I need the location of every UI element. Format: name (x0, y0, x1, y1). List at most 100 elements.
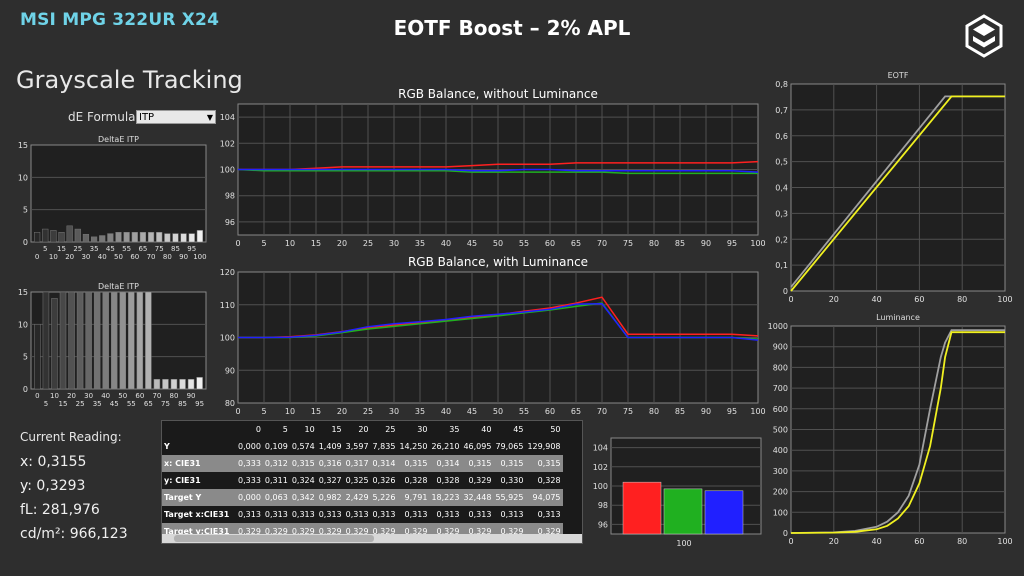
table-cell: 94,075 (525, 489, 563, 506)
x-tick-label: 65 (138, 245, 147, 253)
y-tick-label: 15 (18, 141, 28, 150)
y-tick-label: 200 (773, 488, 788, 497)
x-tick-label: 85 (171, 245, 180, 253)
bar (145, 291, 152, 390)
x-tick-label: 30 (81, 253, 90, 261)
bar (85, 291, 92, 390)
y-tick-label: 0,5 (775, 158, 788, 167)
table-cell: 0,000 (236, 438, 263, 455)
y-tick-label: 80 (225, 399, 235, 408)
x-tick-label: 65 (571, 407, 581, 416)
x-tick-label: 40 (872, 295, 882, 304)
x-tick-label: 20 (337, 407, 347, 416)
x-tick-label: 20 (67, 392, 76, 400)
table-cell: 0,314 (429, 455, 462, 472)
y-tick-label: 300 (773, 467, 788, 476)
bar (115, 232, 122, 243)
row-label: y: CIE31 (162, 472, 236, 489)
bar (66, 225, 73, 243)
x-tick-label: 80 (649, 239, 659, 248)
y-tick-label: 90 (225, 366, 235, 375)
x-tick-label: 30 (84, 392, 93, 400)
y-tick-label: 0,4 (775, 184, 788, 193)
x-tick-label: 50 (118, 392, 127, 400)
x-tick-label: 100 (997, 295, 1012, 304)
table-cell: 0,316 (316, 455, 344, 472)
reading-cdm2: cd/m²: 966,123 (20, 526, 128, 542)
x-tick-label: 50 (493, 239, 503, 248)
y-tick-label: 100 (220, 166, 235, 175)
x-tick-label: 35 (415, 239, 425, 248)
table-cell: 0,315 (461, 455, 494, 472)
x-tick-label: 5 (261, 239, 266, 248)
bar (136, 291, 144, 390)
bar (172, 233, 179, 243)
bar (123, 232, 130, 243)
de-formula-value: ITP (139, 112, 155, 123)
table-cell: 46,095 (461, 438, 494, 455)
x-tick-label: 40 (872, 537, 882, 546)
chart-title: EOTF (888, 71, 909, 80)
table-header-cell: 45 (513, 425, 524, 434)
bar (119, 291, 127, 390)
x-tick-label: 30 (389, 239, 399, 248)
table-header-cell: 25 (385, 425, 396, 434)
table-cell: 7,835 (370, 438, 398, 455)
x-tick-label: 25 (76, 400, 85, 408)
table-cell: 2,429 (343, 489, 371, 506)
bar (196, 377, 203, 390)
x-tick-label: 0 (235, 239, 240, 248)
table-cell: 0,315 (397, 455, 430, 472)
bar (156, 232, 163, 243)
table-row: Y 0,000 0,109 0,574 1,409 3,597 7,835 14,250 26,… (162, 438, 563, 455)
page-title: EOTF Boost – 2% APL (393, 16, 631, 40)
table-cell: 0,313 (343, 506, 371, 523)
table-cell: 0,313 (370, 506, 398, 523)
x-tick-label: 55 (122, 245, 131, 253)
y-tick-label: 600 (773, 405, 788, 414)
x-tick-label: 5 (43, 245, 47, 253)
table-cell: 18,223 (429, 489, 462, 506)
x-tick-label: 0 (235, 407, 240, 416)
y-tick-label: 96 (598, 520, 608, 529)
x-tick-label: 65 (571, 239, 581, 248)
measurement-table[interactable]: 0 5 10 15 20 25 30 35 40 45 50 Y 0,000 0,1… (161, 420, 583, 544)
x-tick-label: 10 (285, 239, 295, 248)
x-tick-label: 75 (161, 400, 170, 408)
chart-title: DeltaE ITP (98, 135, 139, 144)
table-scrollbar[interactable] (162, 534, 582, 543)
y-tick-label: 96 (225, 218, 235, 227)
chart-title: DeltaE ITP (98, 282, 139, 291)
table-cell: 0,324 (289, 472, 317, 489)
x-tick-label: 40 (441, 239, 451, 248)
x-tick-label: 50 (114, 253, 123, 261)
y-tick-label: 0 (783, 529, 788, 538)
x-tick-label: 100 (997, 537, 1012, 546)
table-row: Target Y 0,000 0,063 0,342 0,982 2,429 5,226 9,… (162, 489, 563, 506)
x-tick-label: 5 (44, 400, 48, 408)
bar (153, 379, 161, 390)
series-line-yellow (790, 331, 1005, 534)
bar (107, 233, 114, 243)
table-cell: 26,210 (429, 438, 462, 455)
bar (68, 291, 75, 390)
bar (164, 233, 171, 243)
bar (74, 228, 81, 243)
x-tick-label: 100 (750, 407, 765, 416)
bar (59, 291, 67, 390)
y-tick-label: 0 (783, 287, 788, 296)
table-header-cell (162, 421, 236, 438)
y-tick-label: 98 (598, 501, 608, 510)
table-cell: 0,315 (289, 455, 317, 472)
bar (90, 236, 98, 243)
y-tick-label: 0,1 (775, 261, 788, 270)
table-cell: 0,342 (289, 489, 317, 506)
x-tick-label: 60 (914, 537, 924, 546)
series-line-blue (238, 168, 759, 173)
row-label: Target x:CIE31 (162, 506, 236, 523)
de-formula-select[interactable]: ITP ▼ (136, 110, 216, 124)
bar (179, 379, 186, 390)
scrollbar-thumb[interactable] (174, 535, 374, 542)
table-cell: 0,982 (316, 489, 344, 506)
table-cell: 0,312 (262, 455, 290, 472)
